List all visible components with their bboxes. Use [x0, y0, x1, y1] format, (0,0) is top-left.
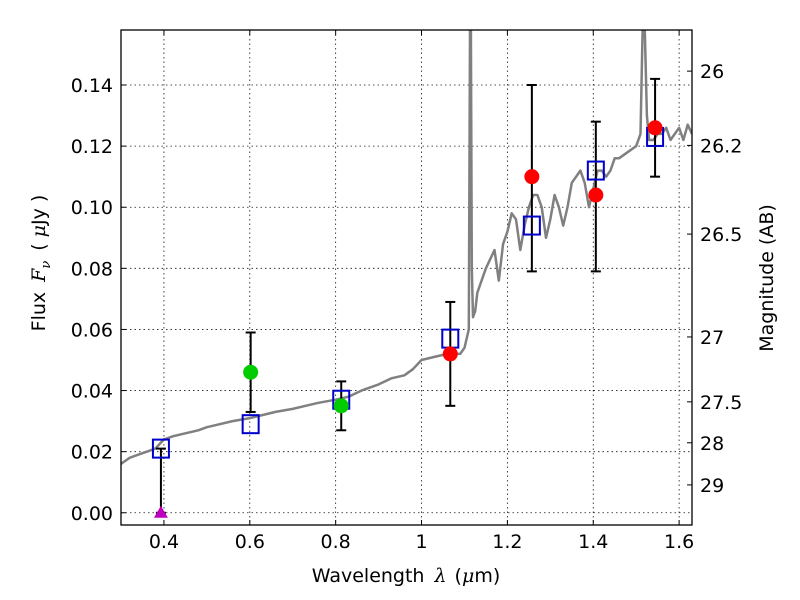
x-axis-title: Wavelength λ (μm) [312, 565, 500, 587]
y2-tick-label: 29 [700, 475, 724, 497]
y2-tick-label: 27.5 [700, 392, 742, 414]
model-square-marker [151, 438, 170, 459]
y2-tick-label: 28 [700, 433, 724, 455]
red-data-point [524, 169, 540, 185]
y2-tick-label: 26 [700, 61, 724, 83]
y-tick-label: 0.14 [71, 75, 113, 97]
y2-tick-label: 27 [700, 327, 724, 349]
y-tick-label: 0.12 [71, 136, 113, 158]
plot-frame [120, 29, 693, 526]
x-tick-label: 0.6 [235, 531, 265, 553]
template-spectrum-layer [121, 30, 692, 465]
y2-axis-title: Magnitude (AB) [756, 204, 778, 352]
y2-tick-label: 26.2 [700, 135, 742, 157]
x-tick-label: 1.6 [664, 531, 694, 553]
red-data-point [442, 346, 458, 362]
y-tick-label: 0.06 [71, 319, 113, 341]
y-axis-right: 26 26.2 26.5 27 27.5 28 29 [687, 61, 742, 497]
grid [121, 30, 692, 525]
x-axis: 0.4 0.6 0.8 1 1.2 1.4 1.6 [149, 30, 694, 553]
model-square-marker [586, 160, 605, 181]
x-tick-label: 1.2 [492, 531, 522, 553]
y-axis-title-text: Flux [28, 292, 50, 332]
x-tick-label: 1.4 [578, 531, 608, 553]
y-tick-label: 0.10 [71, 197, 113, 219]
x-tick-label: 0.8 [321, 531, 351, 553]
red-data-point [588, 187, 604, 203]
y-tick-label: 0.00 [71, 503, 113, 525]
x-tick-label: 0.4 [149, 531, 179, 553]
green-data-point [333, 398, 349, 414]
x-tick-label: 1 [415, 531, 427, 553]
marker-layer [151, 120, 665, 518]
model-square-marker [522, 215, 541, 236]
red-data-point [647, 120, 663, 136]
y-tick-label: 0.02 [71, 442, 113, 464]
y-axis-title: FluxFν(μJy ) [28, 195, 54, 332]
y-axis-title-symbol: F [28, 268, 50, 283]
y-tick-label: 0.08 [71, 258, 113, 280]
template-spectrum-line [121, 30, 692, 465]
y-tick-label: 0.04 [71, 381, 113, 403]
y2-tick-label: 26.5 [700, 224, 742, 246]
model-square-marker [241, 414, 260, 435]
upper-limit-triangle [153, 505, 168, 518]
x-axis-title-text: Wavelength [312, 565, 425, 587]
y-axis-left: 0.00 0.02 0.04 0.06 0.08 0.10 0.12 0.14 [71, 75, 126, 525]
x-axis-title-symbol: λ [433, 565, 446, 587]
green-data-point [243, 364, 259, 380]
